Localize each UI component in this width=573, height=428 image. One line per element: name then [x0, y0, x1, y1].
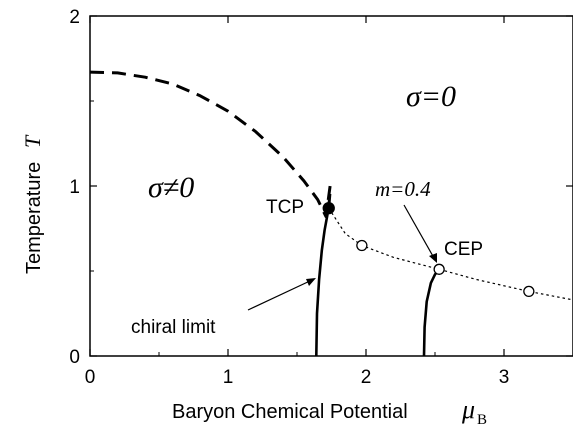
critical-point: [523, 285, 535, 298]
cep-label: CEP: [444, 239, 483, 260]
x-axis-symbol: μ: [461, 395, 475, 424]
y-tick-label: 1: [69, 177, 80, 198]
chiral-limit-label: chiral limit: [131, 317, 216, 338]
mass-arrow: [403, 204, 435, 259]
tcp-label: TCP: [266, 197, 304, 218]
x-axis-subscript: B: [477, 412, 487, 428]
critical-point: [433, 263, 445, 275]
x-tick-label: 3: [499, 367, 510, 388]
mass-arrowhead: [429, 253, 437, 263]
tcp-point: [322, 201, 335, 215]
sigma-zero-label: σ=0: [406, 80, 456, 113]
series-layer: [89, 70, 573, 357]
x-tick-label: 0: [85, 367, 96, 388]
series-solid-line-2: [422, 268, 441, 357]
chiral-limit-arrow: [247, 279, 313, 311]
x-tick-label: 2: [361, 367, 372, 388]
y-tick-label: 2: [69, 7, 80, 28]
points-layer: [322, 201, 535, 298]
chiral-limit-arrowhead: [306, 278, 316, 286]
y-axis-label: Temperature: [23, 162, 45, 274]
y-tick-label: 0: [69, 347, 80, 368]
y-axis-symbol: T: [20, 134, 45, 148]
x-tick-label: 1: [223, 367, 234, 388]
series-dashed-line-0: [89, 70, 332, 219]
critical-point: [356, 239, 368, 252]
y-axis-title: Temperature T: [20, 134, 45, 274]
series-solid-line-1: [315, 207, 330, 357]
axis-ticks: 0 1 2 3 0 1 2: [69, 7, 573, 388]
sigma-nonzero-label: σ≠0: [148, 171, 194, 204]
series-dotted-line-3: [328, 207, 573, 301]
mass-label: m=0.4: [375, 177, 431, 201]
x-axis-label: Baryon Chemical Potential: [172, 401, 408, 423]
